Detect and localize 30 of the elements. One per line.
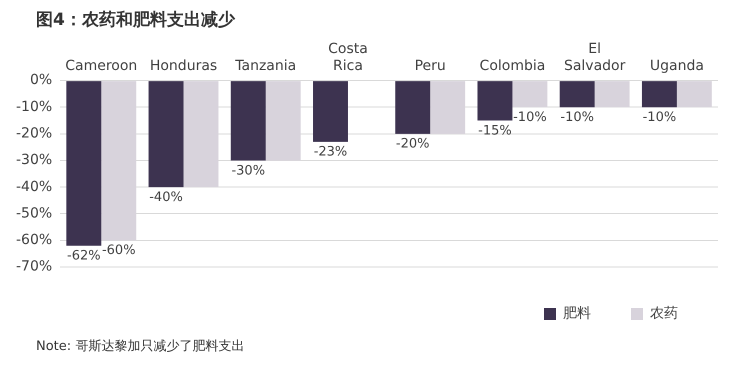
x-tick-label: Tanzania	[234, 58, 296, 74]
data-label: -40%	[149, 190, 183, 205]
data-label: -20%	[396, 136, 430, 152]
x-tick-label: Uganda	[650, 58, 704, 74]
y-tick-label: -20%	[16, 126, 52, 142]
data-label: -30%	[231, 163, 266, 178]
x-tick-label: Peru	[414, 58, 446, 74]
x-tick-label: Colombia	[480, 58, 546, 74]
x-tick-label: Costa Rica	[328, 41, 368, 74]
y-tick-label: -60%	[16, 232, 52, 248]
data-label: -62%	[67, 248, 101, 264]
data-label: -15%	[478, 123, 512, 138]
y-tick-label: -10%	[16, 98, 52, 115]
x-tick-label: Cameroon	[65, 58, 138, 74]
data-label: -10%	[642, 110, 676, 126]
text: Note: 哥斯达黎加只减少了肥料支出	[36, 338, 246, 355]
data-label: -60%	[102, 243, 136, 258]
data-label: -10%	[513, 110, 547, 126]
y-tick-label: -50%	[16, 205, 52, 222]
y-tick-label: 0%	[30, 72, 52, 88]
x-tick-label: Honduras	[150, 58, 218, 74]
y-tick-label: -40%	[16, 178, 52, 195]
legend-label: 肥料	[563, 306, 591, 322]
data-label: -10%	[560, 110, 594, 126]
data-label: -23%	[314, 144, 348, 160]
y-tick-label: -70%	[16, 258, 52, 275]
x-tick-label: El Salvador	[564, 41, 626, 74]
legend-label: 农药	[650, 306, 678, 322]
y-tick-label: -30%	[16, 152, 52, 168]
chart-title: 图4：农药和肥料支出减少	[36, 9, 236, 31]
